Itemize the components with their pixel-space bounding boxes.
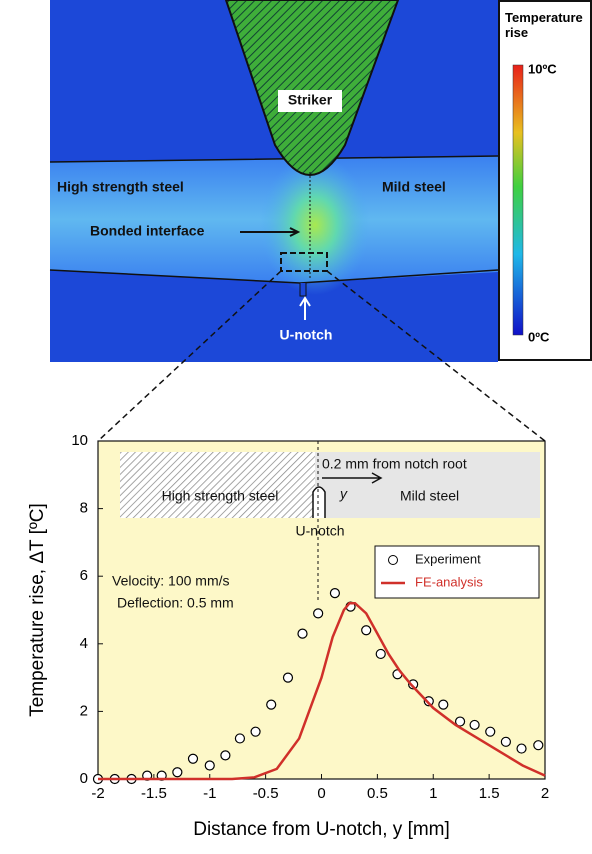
y-tick-label: 4 <box>80 635 88 652</box>
annotation: 0.2 mm from notch root <box>322 456 467 472</box>
material-label: High strength steel <box>57 179 184 195</box>
page: Striker High strength steel Mild steel B… <box>0 0 592 849</box>
notch-shape <box>300 283 306 296</box>
data-point <box>173 768 182 777</box>
x-tick-label: 1 <box>429 785 437 802</box>
colorbar-label: 0ºC <box>528 329 550 344</box>
data-point <box>267 700 276 709</box>
data-point <box>501 737 510 746</box>
x-tick-label: -1.5 <box>141 785 167 802</box>
data-point <box>330 589 339 598</box>
colorbar-label: 10ºC <box>528 61 557 76</box>
data-point <box>235 734 244 743</box>
notch-shape <box>313 487 325 518</box>
data-point <box>439 700 448 709</box>
y-tick-label: 0 <box>80 770 88 787</box>
y-tick-label: 6 <box>80 567 88 584</box>
data-point <box>283 673 292 682</box>
chart: High strength steel y 0.2 mm from notch ro… <box>27 432 549 840</box>
x-tick-label: -2 <box>91 785 104 802</box>
x-axis-label: Distance from U-notch, y [mm] <box>193 819 450 840</box>
x-tick-label: 0.5 <box>367 785 388 802</box>
annotation: Mild steel <box>400 488 459 504</box>
data-point <box>314 609 323 618</box>
striker-label: Striker <box>288 92 333 108</box>
data-point <box>205 761 214 770</box>
annotation: Velocity: 100 mm/s <box>112 573 230 589</box>
x-tick-label: 0 <box>317 785 325 802</box>
data-point <box>534 741 543 750</box>
annotation: High strength steel <box>162 488 279 504</box>
colorbar-title: Temperature rise <box>505 10 590 40</box>
legend-label: FE-analysis <box>415 574 483 589</box>
legend-marker <box>389 556 398 565</box>
x-tick-label: -0.5 <box>253 785 279 802</box>
colorbar <box>513 65 523 335</box>
figure: Striker High strength steel Mild steel B… <box>0 0 592 849</box>
annotation: U-notch <box>295 523 344 539</box>
x-tick-label: 1.5 <box>479 785 500 802</box>
data-point <box>517 744 526 753</box>
interface-label: Bonded interface <box>90 223 205 239</box>
y-tick-label: 8 <box>80 500 88 517</box>
y-tick-label: 2 <box>80 702 88 719</box>
data-point <box>188 754 197 763</box>
material-label: Mild steel <box>382 179 446 195</box>
y-tick-label: 10 <box>71 432 88 449</box>
annotation: Deflection: 0.5 mm <box>117 595 234 611</box>
data-point <box>486 727 495 736</box>
legend-label: Experiment <box>415 551 481 566</box>
hot-zone <box>260 155 370 295</box>
data-point <box>221 751 230 760</box>
data-point <box>470 720 479 729</box>
data-point <box>298 629 307 638</box>
y-axis-label: Temperature rise, ΔT [ºC] <box>27 503 48 717</box>
data-point <box>376 649 385 658</box>
inset-hatch <box>120 452 315 518</box>
x-tick-label: -1 <box>203 785 216 802</box>
data-point <box>362 626 371 635</box>
notch-label: U-notch <box>280 327 333 343</box>
x-tick-label: 2 <box>541 785 549 802</box>
data-point <box>251 727 260 736</box>
annotation: y <box>339 486 348 502</box>
